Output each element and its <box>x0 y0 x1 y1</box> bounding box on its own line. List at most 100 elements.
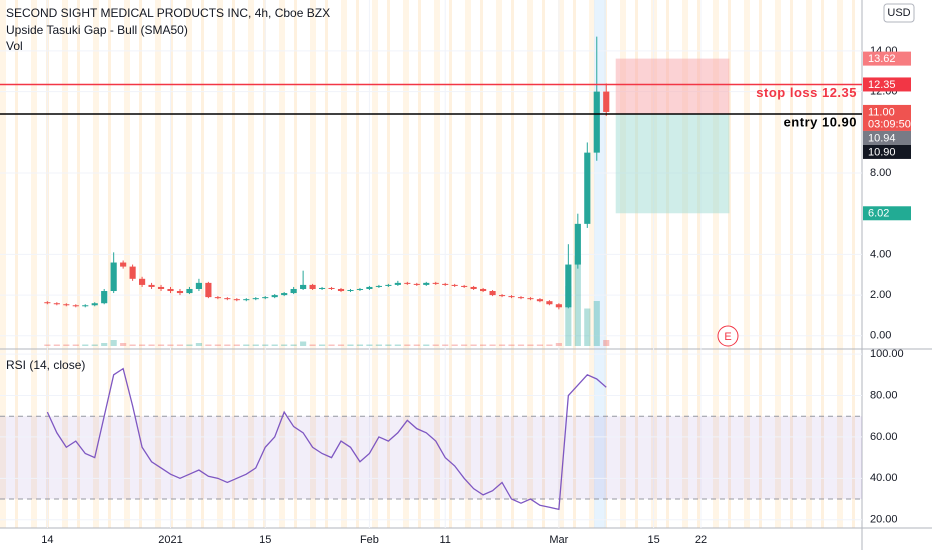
x-tick-label: 22 <box>695 534 707 546</box>
x-tick-label: 15 <box>647 534 659 546</box>
price-badge-label: 6.02 <box>868 208 889 220</box>
y-tick-label: 100.00 <box>870 348 904 360</box>
candle-body <box>603 91 610 112</box>
candle-body <box>565 264 572 308</box>
volume-bar <box>461 344 468 346</box>
candle-body <box>63 304 70 306</box>
volume-bar <box>72 344 79 346</box>
candle-body <box>120 262 127 267</box>
volume-bar <box>139 344 146 346</box>
price-badge-label: 10.94 <box>868 132 896 144</box>
candle-body <box>328 287 335 289</box>
volume-bar <box>413 344 420 346</box>
candle-body <box>498 295 506 297</box>
volume-bar <box>347 344 354 346</box>
volume-bar <box>195 343 203 346</box>
volume-title: Vol <box>6 39 23 53</box>
volume-bar <box>366 344 373 346</box>
indicator-title: Upside Tasuki Gap - Bull (SMA50) <box>6 23 188 37</box>
volume-bar <box>508 344 515 346</box>
position-reward <box>615 113 730 214</box>
price-badge <box>863 206 911 221</box>
x-tick-label: 11 <box>439 534 450 546</box>
candle-body <box>423 282 430 285</box>
volume-bar <box>176 344 184 346</box>
candle-body <box>536 299 544 302</box>
y-tick-label: 8.00 <box>870 167 891 179</box>
candle-body <box>157 286 165 289</box>
price-badge <box>863 104 911 131</box>
candle-body <box>394 282 401 285</box>
candle-body <box>290 288 297 294</box>
volume-bar <box>375 344 382 346</box>
currency[interactable]: USD <box>887 7 910 19</box>
volume-bar <box>423 344 430 346</box>
volume-bar <box>300 341 307 346</box>
candle-body <box>129 266 136 279</box>
volume-bar <box>214 344 221 346</box>
volume-bar <box>44 344 51 346</box>
candle-body <box>461 285 468 287</box>
volume-bar <box>252 344 259 346</box>
candle-body <box>451 284 458 286</box>
candle-body <box>167 288 174 292</box>
volume-bar <box>337 344 345 346</box>
candle-body <box>205 282 212 298</box>
candle-body <box>517 297 525 299</box>
candle-body <box>309 284 316 289</box>
candle-body <box>262 297 269 299</box>
candle-body <box>72 305 79 307</box>
candle-body <box>413 283 420 285</box>
volume-bar <box>385 344 392 346</box>
earnings-marker[interactable]: E <box>724 331 731 343</box>
candle-body <box>337 288 345 292</box>
volume-bar <box>91 344 98 346</box>
earnings-circle[interactable] <box>717 325 739 347</box>
candle-body <box>148 284 155 287</box>
candle-body <box>375 285 382 287</box>
candle-body <box>546 301 553 305</box>
candle-body <box>82 305 89 307</box>
volume-bar <box>489 344 496 346</box>
x-tick-label: Mar <box>549 534 568 546</box>
y-tick-label: 4.00 <box>870 248 891 260</box>
rsi-line <box>46 367 607 511</box>
candle-body <box>300 284 307 289</box>
rsi-title: RSI (14, close) <box>6 358 85 372</box>
candle-body <box>489 291 496 296</box>
symbol-title: SECOND SIGHT MEDICAL PRODUCTS INC, 4h, C… <box>6 6 330 20</box>
candle-body <box>101 291 108 304</box>
volume-bar <box>565 286 572 346</box>
countdown: 03:09:50 <box>868 118 911 130</box>
candle-body <box>442 283 449 285</box>
volume-bar <box>318 344 326 346</box>
candle-body <box>318 287 326 289</box>
currency-box[interactable] <box>883 3 915 23</box>
volume-bar <box>167 344 174 346</box>
y-tick-label: 40.00 <box>870 472 898 484</box>
volume-bar <box>536 344 544 346</box>
candle-body <box>214 297 221 299</box>
volume-bar <box>498 344 506 346</box>
volume-bar <box>120 343 127 346</box>
volume-bar <box>432 344 439 346</box>
volume-bar <box>101 343 108 346</box>
candle-body <box>233 299 240 301</box>
volume-bar <box>290 344 297 346</box>
volume-bar <box>394 344 401 346</box>
volume-bar <box>243 344 250 346</box>
candle-body <box>574 223 581 265</box>
volume-bar <box>555 343 562 346</box>
candle-body <box>584 152 591 224</box>
candle-body <box>366 286 373 289</box>
volume-bar <box>593 301 600 346</box>
volume-bar <box>309 344 316 346</box>
volume-bar <box>356 344 364 346</box>
candle-body <box>281 293 288 296</box>
line-label: stop loss 12.35 <box>756 85 857 100</box>
price-badge <box>863 130 911 145</box>
candle-body <box>480 288 487 292</box>
volume-bar <box>546 344 553 346</box>
volume-bar <box>574 256 581 346</box>
y-tick-label: 2.00 <box>870 289 891 301</box>
